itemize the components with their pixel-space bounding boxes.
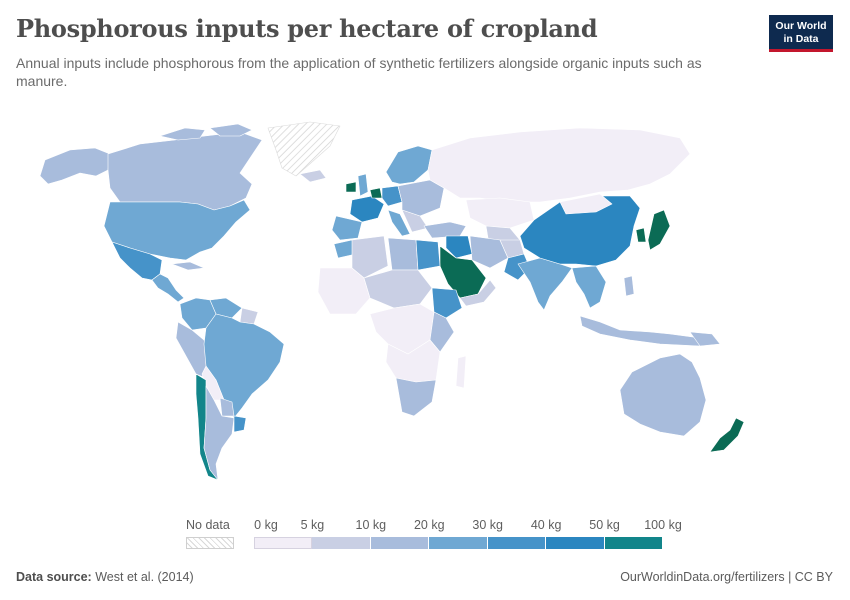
legend-color-bin[interactable] [604,537,663,549]
data-source-value[interactable]: West et al. (2014) [95,570,194,584]
region-germany[interactable] [381,185,403,207]
logo-line-1: Our World [775,20,827,32]
legend-tick-label: 5 kg [300,518,325,532]
region-yemen-oman[interactable] [459,279,497,307]
legend-tick-label: 100 kg [644,518,682,532]
region-korea[interactable] [635,227,647,243]
region-uruguay[interactable] [233,415,247,433]
legend-tick-label: 20 kg [413,518,445,532]
region-sahel[interactable] [363,269,433,309]
region-central-america[interactable] [151,273,185,303]
region-india[interactable] [517,257,573,311]
region-venezuela[interactable] [209,297,243,319]
region-ethiopia[interactable] [431,287,463,319]
region-kazakhstan[interactable] [465,197,535,229]
region-pakistan[interactable] [503,253,531,281]
world-map [39,121,745,481]
legend-color-bin[interactable] [254,537,313,549]
region-ireland[interactable] [345,181,357,193]
region-indonesia[interactable] [579,315,701,347]
chart-title: Phosphorous inputs per hectare of cropla… [16,14,598,43]
legend-no-data-swatch [186,537,234,549]
legend-tick-label: 30 kg [472,518,503,532]
region-madagascar[interactable] [455,355,467,389]
region-iberia[interactable] [331,215,363,241]
legend-tick-label: 10 kg [355,518,387,532]
region-alaska[interactable] [39,147,111,185]
data-source-label: Data source: [16,570,92,584]
chart-subtitle: Annual inputs include phosphorous from t… [16,55,702,89]
region-france[interactable] [349,195,385,223]
region-brazil[interactable] [203,313,285,419]
region-egypt[interactable] [415,239,441,271]
region-australia[interactable] [619,353,707,437]
region-png[interactable] [689,331,721,347]
region-guianas[interactable] [239,307,259,325]
region-west-africa[interactable] [317,267,371,315]
region-argentina[interactable] [203,385,235,481]
data-source: Data source: West et al. (2014) [16,570,194,584]
region-mongolia[interactable] [559,193,613,215]
legend-color-bin[interactable] [546,537,605,549]
region-greenland[interactable] [267,121,341,177]
legend-color-bin[interactable] [487,537,547,549]
legend-no-data-label: No data [186,518,230,532]
region-east-africa[interactable] [429,311,455,353]
region-eastern-europe[interactable] [397,179,445,217]
region-benelux[interactable] [369,187,383,199]
region-scandinavia[interactable] [385,145,433,185]
logo-line-2: in Data [783,33,819,45]
region-south-africa[interactable] [395,377,437,417]
region-southeast-asia[interactable] [571,265,607,309]
region-iran[interactable] [469,235,509,269]
region-iraq-syria[interactable] [445,235,473,259]
region-new-zealand[interactable] [709,417,745,453]
region-canada[interactable] [107,131,263,211]
region-italy[interactable] [387,209,411,237]
region-china[interactable] [519,195,641,267]
region-uk[interactable] [357,173,369,197]
legend-color-bin[interactable] [429,537,488,549]
credit-link[interactable]: OurWorldinData.org/fertilizers | CC BY [620,570,833,584]
legend-tick-label: 0 kg [254,518,278,532]
legend-tick-label: 40 kg [530,518,562,532]
region-algeria[interactable] [351,235,389,279]
legend: No data 0 kg 5 kg 10 kg 20 kg 30 kg 40 kg 50 k… [0,515,850,555]
region-canada-islands[interactable] [159,123,253,141]
legend-color-bin[interactable] [370,537,430,549]
region-russia[interactable] [427,127,691,203]
region-caribbean[interactable] [171,261,205,271]
owid-logo[interactable]: Our World in Data [769,15,833,52]
region-turkey[interactable] [423,221,467,239]
region-iceland[interactable] [299,169,327,183]
region-libya[interactable] [387,237,419,271]
legend-color-bin[interactable] [312,537,371,549]
region-japan[interactable] [647,209,671,251]
legend-tick-label: 50 kg [589,518,620,532]
region-philippines[interactable] [623,275,635,297]
